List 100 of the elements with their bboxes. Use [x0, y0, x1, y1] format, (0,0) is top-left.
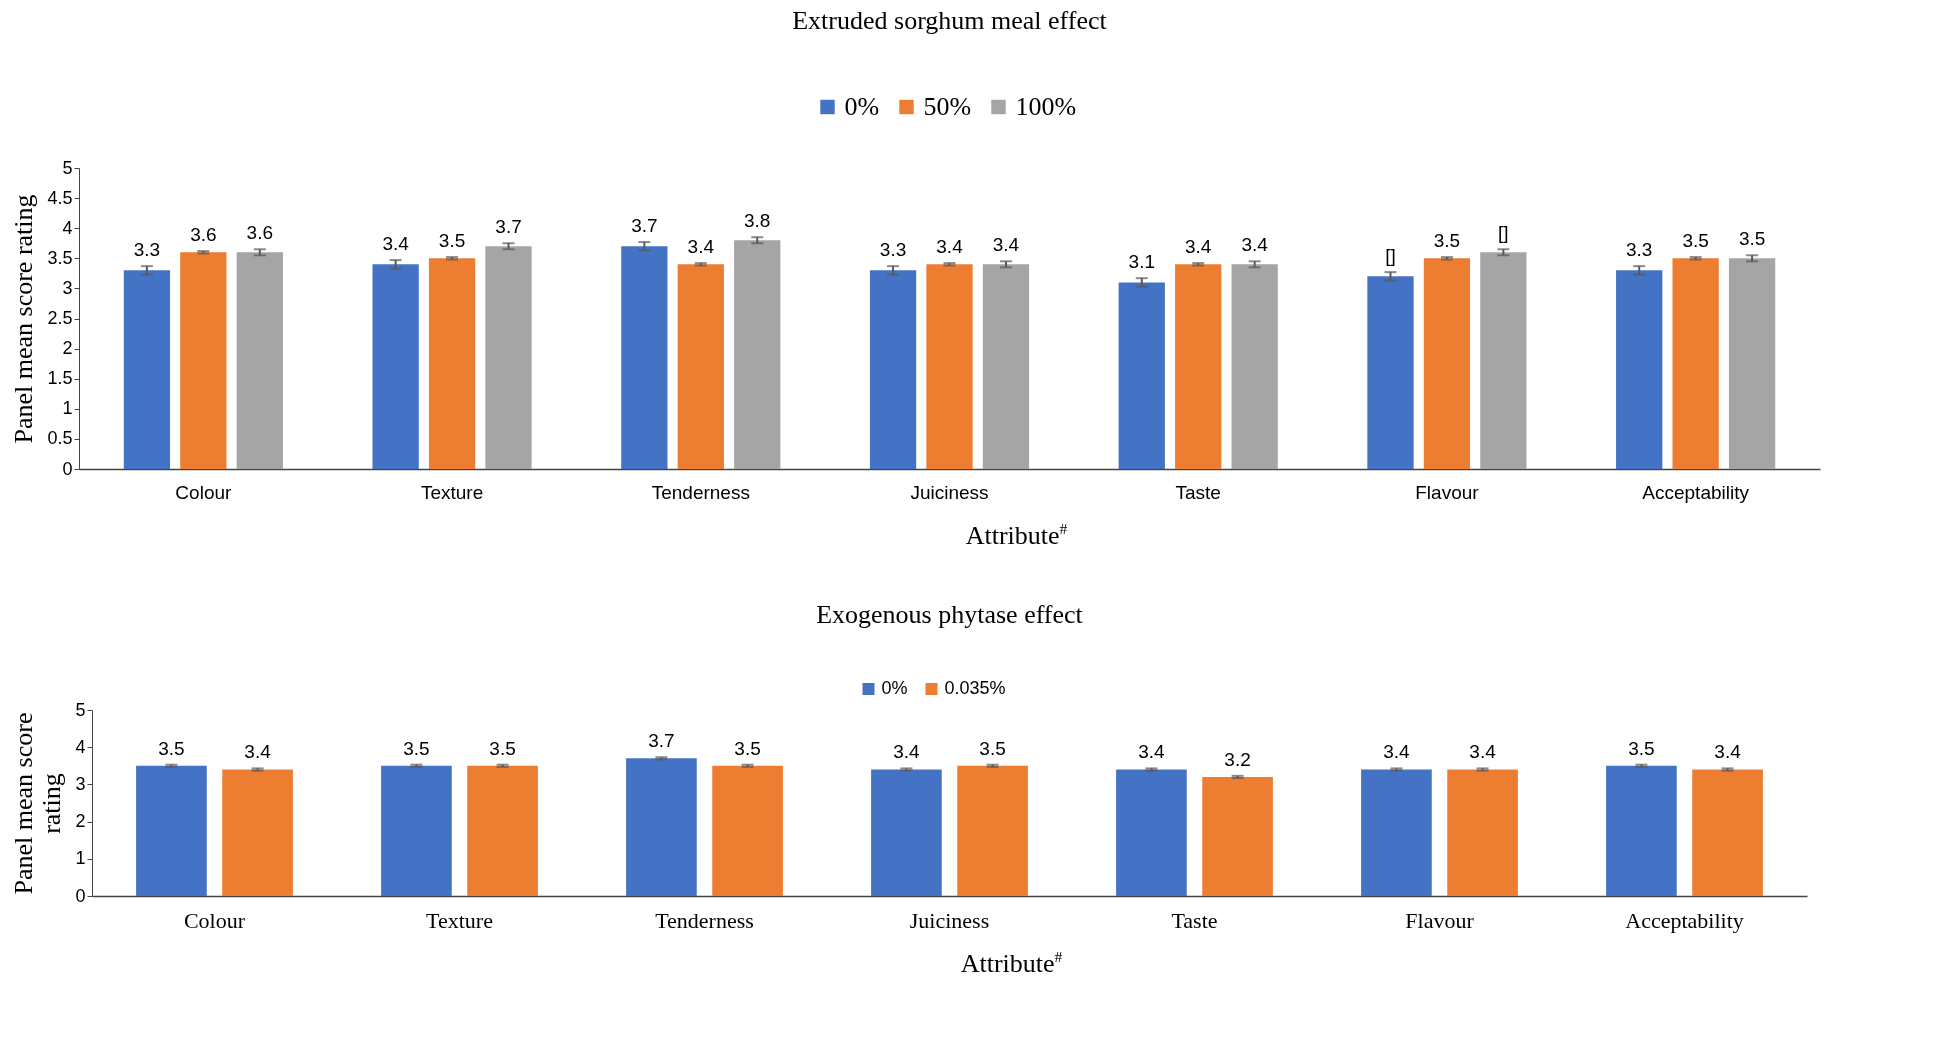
y-tick-label: 1.5 [47, 368, 73, 389]
y-tick-label: 4 [75, 736, 86, 757]
data-label: [] [1385, 245, 1396, 267]
legend-label: 0.035% [944, 678, 1006, 698]
data-label: 3.4 [1383, 741, 1411, 763]
data-label: 3.5 [489, 737, 516, 759]
bar [1447, 769, 1518, 896]
y-tick-label: 2 [75, 811, 86, 832]
legend-label: 50% [923, 92, 972, 121]
data-label: 3.4 [687, 236, 715, 258]
bar [372, 264, 419, 469]
x-tick-label: Tenderness [651, 481, 750, 503]
bar [1231, 264, 1278, 469]
y-tick-label: 3 [75, 773, 86, 794]
legend-label: 0% [844, 92, 880, 121]
y-tick-label: 5 [62, 157, 73, 178]
y-tick-label: 4.5 [47, 187, 73, 208]
data-label: 3.7 [648, 730, 675, 752]
bar [926, 264, 973, 469]
x-tick-label: Colour [175, 481, 233, 503]
x-tick-label: Taste [1175, 481, 1221, 503]
legend-label: 0% [881, 678, 908, 698]
bar [1728, 258, 1776, 469]
x-tick-label: Juiciness [910, 481, 989, 503]
y-tick-label: 1 [62, 398, 73, 419]
chart-title: Extruded sorghum meal effect [792, 6, 1108, 35]
x-tick-label: Texture [420, 481, 484, 503]
data-label: 3.4 [992, 234, 1020, 256]
data-label: 3.2 [1224, 748, 1251, 770]
x-tick-label: Flavour [1405, 907, 1475, 933]
data-label: 3.4 [1138, 741, 1166, 763]
y-axis-title: Panel mean score rating [9, 712, 67, 895]
data-label: 3.3 [879, 239, 907, 261]
bar [1367, 276, 1414, 469]
bar [1692, 769, 1763, 896]
y-tick-label: 0 [75, 885, 86, 906]
data-label: 3.1 [1128, 251, 1155, 273]
bar [381, 765, 452, 896]
y-tick-label: 3 [62, 277, 73, 298]
data-label: [] [1498, 222, 1509, 244]
y-tick-label: 0 [62, 458, 73, 479]
bar [222, 769, 293, 896]
data-label: 3.7 [495, 216, 522, 238]
y-tick-label: 4 [62, 217, 73, 238]
y-tick-label: 5 [75, 699, 86, 720]
y-axis-title: Panel mean score rating [9, 194, 39, 444]
bar [1116, 769, 1187, 896]
y-tick-label: 2 [62, 338, 73, 359]
data-label: 3.4 [936, 236, 964, 258]
x-tick-label: Acceptability [1642, 481, 1750, 503]
bar [180, 252, 227, 469]
x-tick-label: Colour [183, 907, 246, 933]
bar [485, 246, 532, 469]
bar [1480, 252, 1527, 469]
x-axis-title: Attribute$^{#}$ [960, 948, 1063, 979]
bar [626, 758, 697, 896]
bar [677, 264, 724, 469]
data-label: 3.5 [1433, 230, 1461, 252]
data-label: 3.3 [1625, 239, 1653, 261]
data-label: 3.5 [403, 737, 430, 759]
chart-title: Exogenous phytase effect [816, 600, 1084, 629]
bar [428, 258, 476, 469]
data-label: 3.4 [1714, 741, 1742, 763]
bar [982, 264, 1030, 469]
bar [136, 765, 207, 896]
bar [869, 270, 917, 469]
data-label: 3.4 [1185, 236, 1212, 258]
data-label: 3.4 [1241, 234, 1269, 256]
bar [236, 252, 283, 469]
data-label: 3.3 [133, 239, 161, 261]
data-label: 3.5 [438, 230, 466, 252]
data-label: 3.6 [190, 224, 217, 246]
bar [1672, 258, 1719, 469]
bar [957, 765, 1028, 896]
bar [734, 240, 781, 469]
x-tick-label: Acceptability [1625, 907, 1744, 933]
bar [1606, 765, 1677, 896]
legend-label: 100% [1015, 92, 1077, 121]
bar [467, 765, 538, 896]
bar [1118, 282, 1165, 469]
bar [1361, 769, 1432, 896]
bar [712, 765, 783, 896]
y-tick-label: 3.5 [47, 247, 73, 268]
x-tick-label: Texture [426, 907, 493, 933]
data-label: 3.5 [734, 737, 761, 759]
data-label: 3.5 [1682, 230, 1709, 252]
data-label: 3.7 [631, 215, 658, 237]
data-label: 3.5 [158, 737, 185, 759]
y-tick-label: 0.5 [47, 428, 73, 449]
x-axis-title: Attribute$^{#}$ [965, 520, 1068, 551]
bar [621, 246, 668, 469]
x-tick-label: Juiciness [909, 907, 990, 933]
data-label: 3.8 [744, 210, 771, 232]
y-tick-label: 1 [75, 848, 86, 869]
y-tick-label: 2.5 [47, 308, 73, 328]
bar [1423, 258, 1471, 469]
bar [1202, 776, 1273, 896]
data-label: 3.4 [244, 741, 272, 763]
bar [1616, 270, 1663, 469]
x-tick-label: Flavour [1415, 481, 1480, 503]
